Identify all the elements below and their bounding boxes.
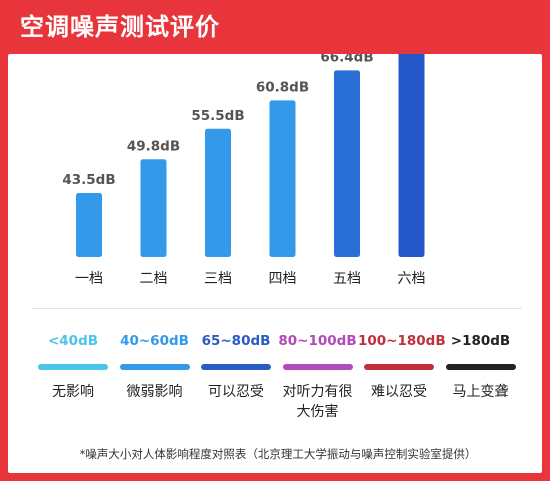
noise-legend: <40dB 无影响 40~60dB 微弱影响 65~80dB 可以忍受 80~100dB 对听…	[32, 327, 522, 420]
legend-range: 40~60dB	[120, 333, 189, 349]
bar-五档	[334, 70, 360, 257]
bar-六档	[398, 54, 425, 257]
category-label: 三档	[204, 271, 232, 287]
legend-description: 对听力有很大伤害	[282, 384, 353, 420]
legend-item: >180dB 马上变聋	[440, 327, 522, 407]
page-title: 空调噪声测试评价	[20, 13, 220, 41]
legend-color-bar	[38, 364, 108, 370]
category-label: 四档	[269, 271, 297, 287]
category-label: 二档	[140, 271, 168, 287]
bar-value-label: 60.8dB	[256, 79, 309, 95]
bar-value-label: 43.5dB	[62, 172, 115, 188]
legend-color-bar	[119, 364, 190, 370]
category-label: 五档	[333, 271, 361, 287]
legend-range: 65~80dB	[201, 333, 271, 349]
footnote: *噪声大小对人体影响程度对照表（北京理工大学振动与噪声控制实验室提供）	[79, 447, 477, 461]
legend-color-bar	[364, 364, 434, 370]
bar-value-label: 66.4dB	[320, 54, 373, 65]
divider	[32, 308, 522, 309]
legend-item: <40dB 无影响	[32, 327, 114, 407]
content-panel: 43.5dB 一档 49.8dB 二档 55.5dB 三档 60.8dB 四档 66.4dB 五档…	[8, 54, 542, 473]
bar-value-label: 49.8dB	[127, 138, 180, 154]
bar-chart: 43.5dB 一档 49.8dB 二档 55.5dB 三档 60.8dB 四档 66.4dB 五档…	[62, 54, 426, 287]
legend-description: 难以忍受	[371, 384, 427, 400]
category-label: 六档	[398, 271, 426, 287]
legend-item: 40~60dB 微弱影响	[114, 327, 196, 407]
legend-color-bar	[445, 364, 516, 370]
bar-二档	[140, 159, 167, 257]
legend-description: 可以忍受	[208, 384, 264, 400]
legend-item: 80~100dB 对听力有很大伤害	[277, 327, 359, 420]
category-label: 一档	[75, 271, 103, 287]
legend-range: >180dB	[450, 333, 511, 349]
legend-description: 微弱影响	[126, 384, 183, 400]
legend-description: 无影响	[52, 384, 94, 400]
legend-description: 马上变聋	[452, 384, 509, 400]
legend-item: 100~180dB 难以忍受	[358, 327, 446, 407]
legend-range: <40dB	[47, 333, 99, 349]
legend-range: 100~180dB	[358, 333, 446, 349]
bar-三档	[205, 128, 231, 257]
legend-item: 65~80dB 可以忍受	[195, 327, 277, 407]
bar-value-label: 55.5dB	[191, 108, 244, 124]
legend-range: 80~100dB	[278, 333, 357, 349]
legend-color-bar	[201, 364, 271, 370]
bar-一档	[76, 193, 102, 257]
bar-四档	[269, 100, 296, 257]
legend-color-bar	[282, 364, 353, 370]
